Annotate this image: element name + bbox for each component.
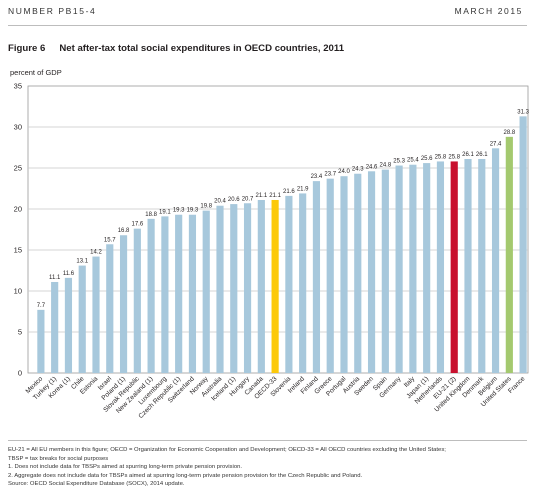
value-label: 19.8 bbox=[200, 204, 212, 210]
bar bbox=[367, 171, 376, 373]
bar bbox=[133, 228, 141, 373]
value-label: 31.3 bbox=[517, 109, 529, 115]
value-label: 11.6 bbox=[63, 271, 75, 277]
bar bbox=[78, 265, 86, 373]
value-label: 14.2 bbox=[90, 250, 102, 256]
figure-title: Net after-tax total social expenditures … bbox=[59, 43, 345, 54]
bar bbox=[478, 158, 486, 373]
y-tick-labels: 0 5 10 15 20 25 30 35 bbox=[14, 82, 22, 378]
value-label: 11.1 bbox=[49, 275, 61, 281]
value-label: 13.1 bbox=[76, 259, 88, 265]
y-tick-label: 5 bbox=[18, 328, 22, 337]
bar bbox=[51, 281, 59, 373]
value-label: 26.1 bbox=[476, 152, 488, 158]
bar bbox=[175, 214, 183, 373]
value-label: 25.6 bbox=[421, 156, 433, 162]
value-labels: 7.711.111.613.114.215.716.817.618.8 19.1 1… bbox=[37, 109, 530, 309]
bar bbox=[161, 216, 169, 373]
y-tick-label: 35 bbox=[14, 82, 22, 91]
report-number: NUMBER PB15-4 bbox=[8, 6, 97, 16]
y-tick-label: 10 bbox=[14, 287, 22, 296]
value-label: 23.4 bbox=[311, 174, 323, 180]
note-line: EU-21 = All EU members in this figure; O… bbox=[8, 447, 446, 453]
bar bbox=[519, 116, 527, 373]
value-label: 16.8 bbox=[118, 228, 130, 234]
value-label: 24.6 bbox=[366, 164, 378, 170]
y-tick-label: 0 bbox=[18, 369, 22, 378]
value-label: 17.6 bbox=[131, 222, 143, 228]
y-tick-label: 20 bbox=[14, 205, 22, 214]
bar bbox=[409, 164, 417, 373]
bar bbox=[464, 158, 472, 373]
value-label: 25.8 bbox=[448, 154, 460, 160]
y-tick-label: 30 bbox=[14, 123, 22, 132]
bar bbox=[37, 309, 45, 373]
bar bbox=[271, 199, 279, 373]
value-label: 20.7 bbox=[242, 196, 254, 202]
note-line: 1. Does not include data for TBSPs aimed… bbox=[8, 464, 243, 471]
bar bbox=[326, 178, 334, 373]
bar bbox=[505, 136, 513, 373]
value-label: 28.8 bbox=[503, 130, 515, 136]
value-label: 25.3 bbox=[393, 159, 405, 165]
value-label: 19.3 bbox=[173, 208, 185, 214]
value-label: 15.7 bbox=[104, 237, 116, 243]
bar bbox=[243, 203, 252, 373]
bar bbox=[285, 195, 293, 373]
bar bbox=[312, 181, 321, 373]
figure-label: Figure 6 bbox=[8, 43, 46, 54]
bar bbox=[119, 235, 128, 373]
bar bbox=[64, 277, 73, 373]
note-line: 2. Aggregate does not include data for T… bbox=[8, 472, 363, 479]
bar bbox=[436, 161, 445, 373]
value-label: 24.0 bbox=[338, 169, 350, 175]
value-label: 20.6 bbox=[228, 197, 240, 203]
bar bbox=[395, 165, 403, 373]
bar bbox=[202, 210, 210, 373]
bar bbox=[92, 256, 100, 373]
value-label: 25.8 bbox=[435, 154, 447, 160]
value-label: 23.7 bbox=[324, 172, 336, 178]
value-label: 27.4 bbox=[490, 141, 502, 147]
bar bbox=[216, 205, 224, 373]
value-label: 7.7 bbox=[37, 303, 46, 309]
value-label: 24.3 bbox=[352, 167, 364, 173]
bars bbox=[37, 116, 527, 373]
y-tick-label: 15 bbox=[14, 246, 22, 255]
figure-title-row: Figure 6 Net after-tax total social expen… bbox=[8, 43, 344, 54]
bar bbox=[257, 199, 265, 373]
bar bbox=[106, 244, 114, 373]
report-date: MARCH 2015 bbox=[454, 6, 523, 16]
value-label: 20.4 bbox=[214, 199, 226, 205]
footer-rule bbox=[8, 440, 527, 441]
value-label: 19.3 bbox=[187, 208, 199, 214]
y-axis-label: percent of GDP bbox=[10, 68, 62, 77]
figure-notes: EU-21 = All EU members in this figure; O… bbox=[8, 446, 528, 489]
value-label: 18.8 bbox=[145, 212, 157, 218]
bar bbox=[230, 204, 238, 373]
value-label: 19.1 bbox=[159, 209, 171, 215]
value-label: 21.6 bbox=[283, 189, 295, 195]
bar bbox=[423, 163, 431, 373]
bar bbox=[381, 169, 389, 373]
value-label: 25.4 bbox=[407, 158, 419, 164]
note-line: TBSP = tax breaks for social purposes bbox=[8, 455, 109, 462]
bar bbox=[491, 148, 500, 373]
note-line: Source: OECD Social Expenditure Database… bbox=[8, 481, 185, 488]
bar bbox=[354, 173, 362, 373]
bar bbox=[147, 218, 155, 373]
bar-chart: percent of GDP 0 5 10 15 20 25 30 35 7.7 11.111.… bbox=[10, 68, 530, 420]
value-label: 24.8 bbox=[379, 163, 391, 169]
value-label: 21.1 bbox=[255, 193, 267, 199]
y-tick-label: 25 bbox=[14, 164, 22, 173]
bar bbox=[340, 176, 348, 373]
bar bbox=[299, 193, 307, 373]
value-label: 21.1 bbox=[269, 193, 281, 199]
value-label: 26.1 bbox=[462, 152, 474, 158]
header-rule bbox=[8, 25, 527, 26]
value-label: 21.9 bbox=[297, 186, 309, 192]
bar bbox=[450, 161, 458, 373]
bar bbox=[188, 214, 197, 373]
